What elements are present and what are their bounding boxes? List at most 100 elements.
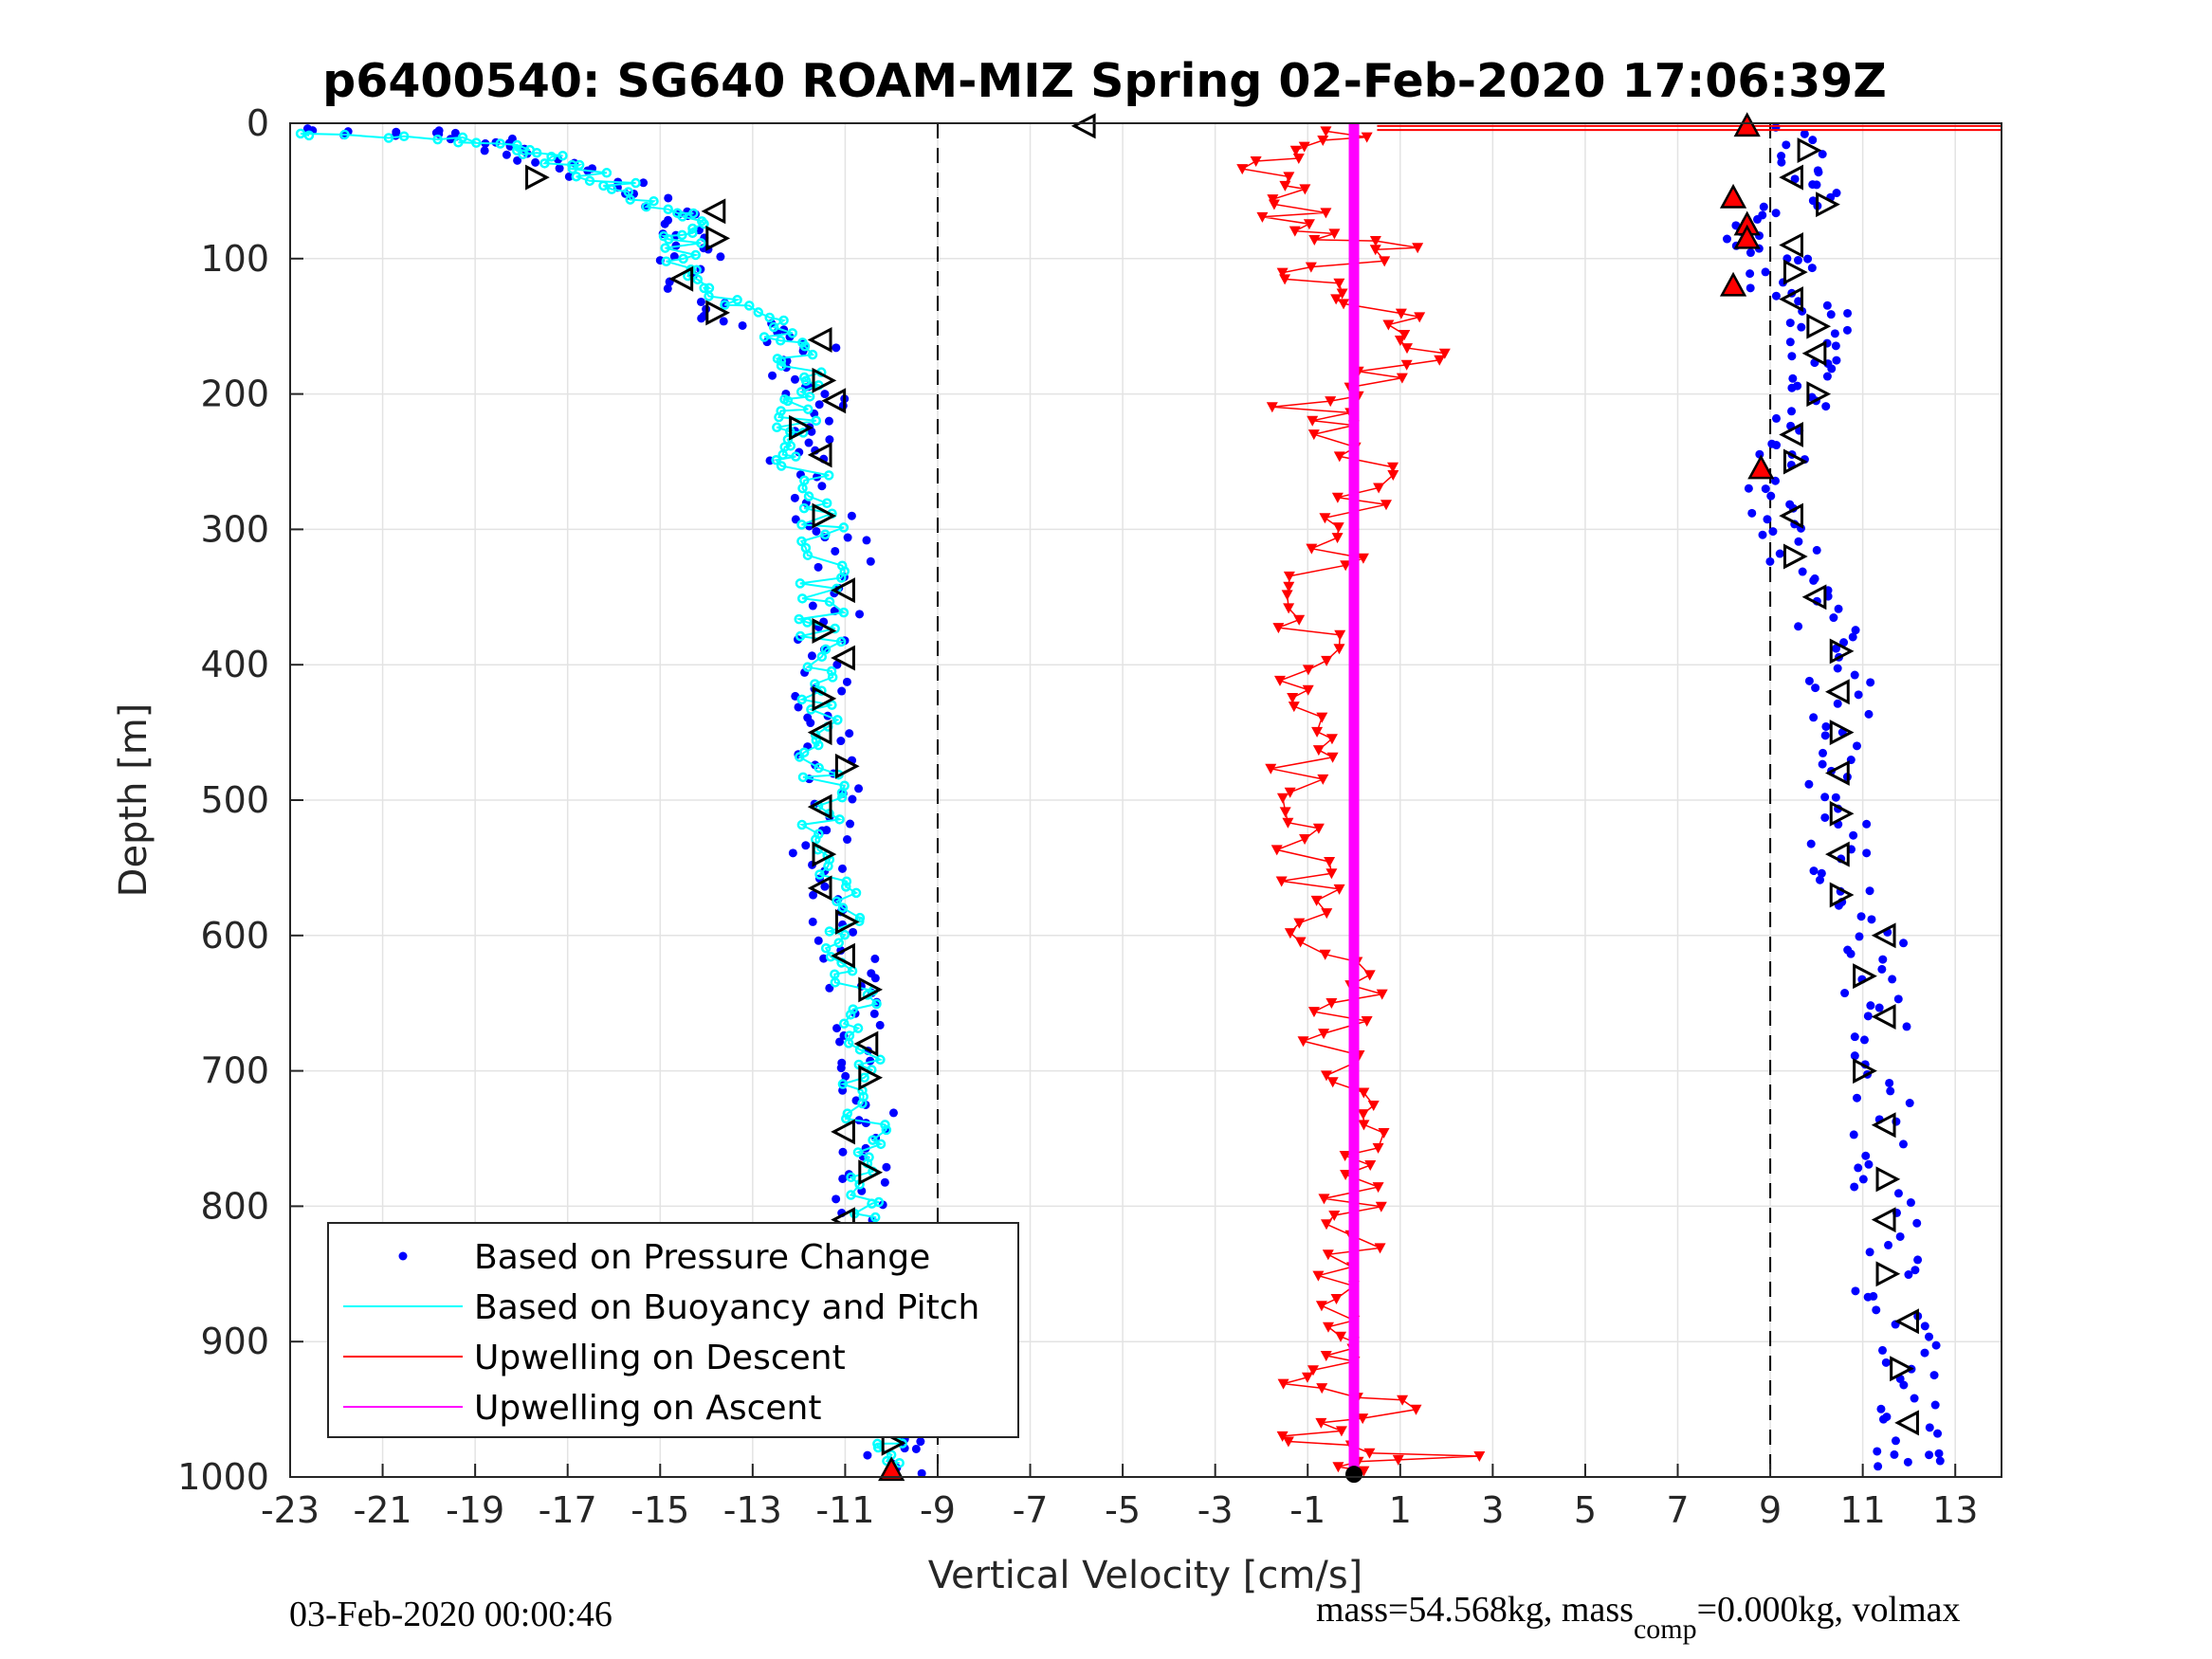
pressure-point (1813, 166, 1822, 175)
pressure-point (836, 1064, 846, 1073)
descent-point (1325, 998, 1338, 1010)
y-tick-label: 500 (200, 779, 269, 821)
footer-mass-suffix: =0.000kg, volmax (1697, 1590, 1961, 1630)
pressure-point (825, 435, 834, 445)
buoyancy-point (339, 129, 350, 140)
buoyancy-point (546, 152, 557, 162)
buoyancy-point (843, 1038, 854, 1048)
buoyancy-point (776, 461, 787, 471)
x-axis-ticks: -23 -21 -19 -17 -15 -13 -11 -9 -7 -5 -3 -1 1 3 5 7 9 11 13 (261, 1464, 1978, 1531)
pressure-point (1865, 886, 1874, 896)
descent-point (1396, 373, 1408, 384)
open-triangle-marker (1825, 841, 1850, 867)
buoyancy-point (584, 175, 595, 187)
pressure-point (1832, 356, 1841, 365)
pressure-point (1775, 549, 1784, 558)
open-triangle-marker (705, 300, 731, 326)
pressure-point (1877, 964, 1887, 974)
buoyancy-point (871, 998, 882, 1010)
pressure-point (1850, 1032, 1859, 1042)
buoyancy-point (776, 360, 787, 371)
buoyancy-point (820, 529, 831, 539)
pressure-point (880, 1177, 889, 1187)
buoyancy-point (383, 133, 394, 143)
buoyancy-point (837, 902, 849, 913)
pressure-point (1852, 1093, 1861, 1103)
dive-markers (525, 112, 1919, 1484)
open-triangle-marker (1829, 638, 1855, 665)
open-triangle-marker (834, 753, 860, 779)
open-triangle-marker (1875, 1166, 1901, 1193)
pressure-point (1811, 684, 1820, 693)
descent-point (1361, 1016, 1373, 1028)
pressure-point (848, 794, 857, 804)
open-triangle-marker (858, 976, 884, 1003)
open-triangle-marker (1779, 232, 1803, 258)
descent-point (1326, 752, 1339, 763)
pressure-point (1761, 484, 1770, 494)
pressure-point (1866, 1001, 1875, 1011)
open-triangle-marker (1875, 1261, 1901, 1287)
pressure-point (1888, 975, 1897, 984)
pressure-point (1850, 1182, 1859, 1192)
pressure-point (806, 719, 815, 728)
descent-point (1376, 989, 1388, 1000)
buoyancy-point (787, 328, 798, 338)
descent-point (1372, 1142, 1384, 1154)
pressure-point (1809, 575, 1819, 585)
buoyancy-point (663, 234, 674, 245)
descent-point (1363, 1448, 1376, 1459)
pressure-point (1820, 731, 1830, 740)
descent-point (1279, 807, 1291, 818)
pressure-point (1865, 1248, 1874, 1257)
pressure-point (807, 651, 816, 661)
pressure-point (1785, 319, 1795, 328)
pressure-point (788, 848, 797, 858)
descent-point (1328, 228, 1341, 240)
pressure-point (1758, 530, 1767, 539)
pressure-point (555, 164, 564, 173)
descent-point (1250, 155, 1262, 167)
pressure-point (1820, 793, 1830, 802)
descent-point (1373, 483, 1385, 494)
pressure-point (820, 390, 830, 399)
buoyancy-point (649, 195, 659, 207)
descent-point (1335, 1331, 1347, 1342)
pressure-point (795, 447, 804, 457)
descent-point (1282, 1436, 1294, 1448)
descent-point (1400, 359, 1413, 371)
buoyancy-point (795, 387, 807, 397)
footer-mass-sub: comp (1634, 1613, 1697, 1645)
pressure-point (1931, 1340, 1941, 1350)
y-tick-label: 700 (200, 1050, 269, 1092)
pressure-point (870, 954, 880, 963)
descent-point (1318, 1194, 1330, 1205)
pressure-point (664, 193, 673, 203)
pressure-point (1854, 690, 1863, 700)
pressure-point (1746, 283, 1755, 293)
buoyancy-point (797, 772, 809, 783)
descent-point (1236, 164, 1249, 175)
pressure-point (480, 146, 489, 155)
open-triangle-marker (705, 225, 731, 251)
buoyancy-point (782, 395, 794, 407)
pressure-point (1864, 1159, 1874, 1169)
open-triangle-marker (1871, 1004, 1896, 1030)
descent-point (1268, 199, 1280, 210)
open-triangle-marker (1825, 759, 1850, 786)
pressure-point (1822, 372, 1832, 381)
buoyancy-point (823, 861, 833, 871)
descent-point (1397, 1395, 1409, 1406)
x-tick-label: -23 (261, 1489, 320, 1531)
open-triangle-marker (858, 1159, 884, 1186)
descent-point (1357, 1109, 1369, 1121)
pressure-point (1812, 545, 1821, 555)
pressure-point (1746, 269, 1755, 279)
x-tick-label: -9 (920, 1489, 956, 1531)
open-triangle-marker (1894, 1308, 1919, 1335)
open-triangle-marker (1782, 259, 1808, 285)
buoyancy-point (897, 1438, 907, 1449)
pressure-point (1912, 1218, 1922, 1228)
pressure-point (1850, 1051, 1859, 1061)
